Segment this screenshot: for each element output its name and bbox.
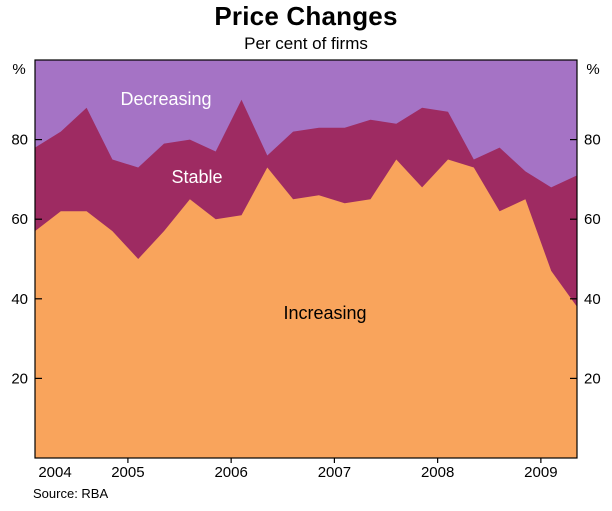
y-axis-unit-right: % xyxy=(586,61,600,78)
y-tick-label-left: 60 xyxy=(11,211,28,228)
x-tick-label: 2006 xyxy=(214,464,247,481)
area-increasing xyxy=(35,159,577,458)
x-tick-label: 2005 xyxy=(111,464,144,481)
y-tick-label-left: 20 xyxy=(11,370,28,387)
x-tick-label: 2007 xyxy=(318,464,351,481)
y-tick-label-right: 40 xyxy=(584,291,601,308)
y-tick-label-left: 80 xyxy=(11,132,28,149)
x-tick-label: 2004 xyxy=(38,464,71,481)
y-tick-label-right: 20 xyxy=(584,370,601,387)
chart-title: Price Changes xyxy=(214,1,398,31)
series-label-stable: Stable xyxy=(171,167,223,187)
plot-frame xyxy=(34,59,578,459)
series-label-decreasing: Decreasing xyxy=(120,89,212,109)
y-tick-label-left: 40 xyxy=(11,291,28,308)
source-note: Source: RBA xyxy=(33,486,109,501)
y-axis-unit-left: % xyxy=(12,61,26,78)
x-tick-label: 2008 xyxy=(421,464,454,481)
y-tick-label-right: 80 xyxy=(584,132,601,149)
chart-subtitle: Per cent of firms xyxy=(244,34,368,53)
x-tick-label: 2009 xyxy=(524,464,557,481)
y-tick-label-right: 60 xyxy=(584,211,601,228)
series-label-increasing: Increasing xyxy=(283,303,367,323)
